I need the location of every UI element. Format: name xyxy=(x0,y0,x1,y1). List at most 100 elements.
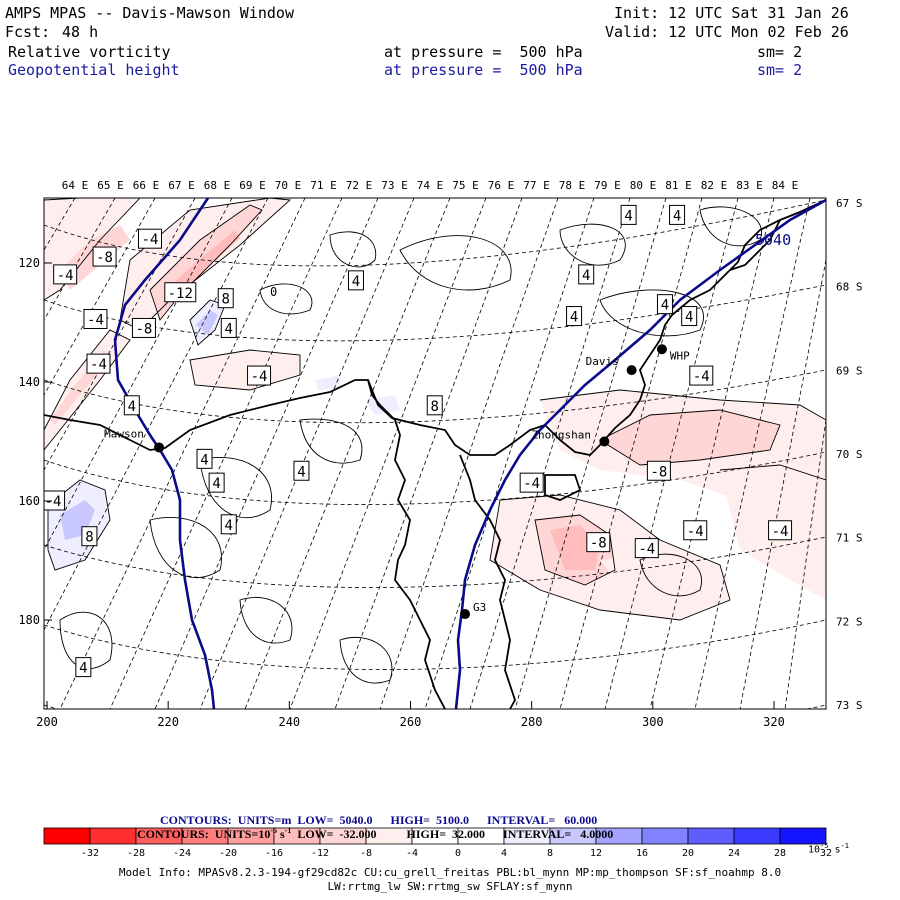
longitude-label: 82 E xyxy=(701,179,728,192)
smoothing-height: sm= 2 xyxy=(757,61,803,79)
vorticity-label: 8 xyxy=(431,399,439,415)
y-tick-label: 140 xyxy=(18,375,40,389)
colorbar: -32 -28 -24 -20 -16 -12 -8 -4 0 4 8 12 16 20 24 28 32 xyxy=(43,827,832,859)
vorticity-contour-info: CONTOURS: UNITS=10-5 s-1 LOW= -32.000 HI… xyxy=(131,811,613,842)
vorticity-label-box xyxy=(196,448,213,469)
vorticity-low: LOW= -32.000 xyxy=(297,827,377,841)
longitude-label: 84 E xyxy=(772,179,799,192)
field-height: Geopotential height xyxy=(8,61,180,79)
vorticity-label: -4 xyxy=(90,357,107,373)
vorticity-label: 8 xyxy=(222,292,230,308)
longitude-label: 76 E xyxy=(488,179,515,192)
colorbar-label: 32 xyxy=(820,848,832,859)
vorticity-label-box xyxy=(83,309,108,330)
x-tick-label: 200 xyxy=(36,715,58,729)
height-interval: INTERVAL= 60.000 xyxy=(487,813,598,827)
longitude-label: 64 E xyxy=(62,179,89,192)
vorticity-label-box xyxy=(578,264,595,285)
colorbar-label: -24 xyxy=(173,848,191,859)
vorticity-label: 4 xyxy=(685,310,693,326)
vorticity-label-box xyxy=(86,353,111,374)
vorticity-label-box xyxy=(75,657,92,678)
x-tick-label: 240 xyxy=(278,715,300,729)
vorticity-label: -4 xyxy=(251,369,268,385)
height-contours-label: CONTOURS: xyxy=(160,813,232,827)
plot-frame xyxy=(43,197,827,710)
x-tick-label: 260 xyxy=(400,715,422,729)
height-units: UNITS=m xyxy=(237,813,292,827)
colorbar-label: 28 xyxy=(774,848,786,859)
field-vorticity: Relative vorticity xyxy=(8,43,171,61)
vorticity-label: 4 xyxy=(128,399,136,415)
latitude-label: 70 S xyxy=(836,448,863,461)
vorticity-label: -8 xyxy=(96,250,113,266)
vorticity-label: 4 xyxy=(582,268,590,284)
y-tick-label: 180 xyxy=(18,613,40,627)
colorbar-label: 16 xyxy=(636,848,648,859)
longitude-label: 65 E xyxy=(97,179,124,192)
colorbar-label: -4 xyxy=(406,848,418,859)
colorbar-label: 8 xyxy=(547,848,553,859)
latitude-label: 73 S xyxy=(836,699,863,712)
vorticity-zero-label: 0 xyxy=(270,285,277,299)
colorbar-swatch xyxy=(687,827,735,845)
colorbar-label: -28 xyxy=(127,848,145,859)
vorticity-label: -12 xyxy=(168,286,193,302)
vorticity-label-box xyxy=(81,526,98,547)
station-marker xyxy=(599,436,610,447)
map-title: AMPS MPAS -- Davis-Mawson Window xyxy=(5,4,294,22)
longitude-label: 73 E xyxy=(381,179,408,192)
colorbar-swatch xyxy=(89,827,137,845)
longitude-labels: 64 E 65 E 66 E 67 E 68 E 69 E 70 E 71 E 72 E 73 E… xyxy=(62,179,799,192)
vorticity-label-box xyxy=(586,532,611,553)
vorticity-high: HIGH= 32.000 xyxy=(406,827,486,841)
vorticity-label: 4 xyxy=(79,661,87,677)
vorticity-label: -4 xyxy=(693,369,710,385)
vorticity-label: 4 xyxy=(297,464,305,480)
vorticity-label: -4 xyxy=(57,268,74,284)
station-label: WHP xyxy=(670,349,690,362)
vorticity-label-box xyxy=(44,490,66,511)
vorticity-label-box xyxy=(131,317,156,338)
colorbar-label: -32 xyxy=(81,848,99,859)
longitude-label: 79 E xyxy=(594,179,621,192)
station-marker xyxy=(656,344,667,355)
vorticity-label-box xyxy=(92,246,117,267)
longitude-label: 81 E xyxy=(665,179,692,192)
latitude-label: 68 S xyxy=(836,281,863,294)
vorticity-label: 4 xyxy=(212,476,220,492)
height-contour-label: 5040 xyxy=(755,231,791,249)
colorbar-swatch xyxy=(733,827,781,845)
colorbar-swatch xyxy=(641,827,689,845)
vorticity-label: -4 xyxy=(638,542,655,558)
vorticity-label: 8 xyxy=(85,530,93,546)
station-label: Davis xyxy=(586,355,619,368)
vorticity-label-box xyxy=(220,317,237,338)
vorticity-label: 4 xyxy=(200,452,208,468)
colorbar-label: -12 xyxy=(311,848,329,859)
station-marker xyxy=(460,609,471,620)
map-plot-area: Mawson Davis WHP Zhongshan G3 -4 -8 -4 -12 8 -4 -8… xyxy=(44,198,826,709)
latitude-label: 71 S xyxy=(836,532,863,545)
latitude-label: 72 S xyxy=(836,615,863,628)
vorticity-label: -4 xyxy=(687,524,704,540)
vorticity-label: -4 xyxy=(45,494,62,510)
x-tick-label: 280 xyxy=(521,715,543,729)
smoothing-vorticity: sm= 2 xyxy=(757,43,803,61)
pressure-vorticity: at pressure = 500 hPa xyxy=(384,43,583,61)
colorbar-label: 12 xyxy=(590,848,602,859)
vorticity-label-box xyxy=(53,264,78,285)
y-tick-label: 160 xyxy=(18,494,40,508)
vorticity-label: 4 xyxy=(225,321,233,337)
vorticity-label: 4 xyxy=(225,518,233,534)
vorticity-label-box xyxy=(689,365,714,386)
vorticity-label-box xyxy=(208,472,225,493)
station-markers: Mawson Davis WHP Zhongshan G3 xyxy=(104,344,690,620)
init-time: Init: 12 UTC Sat 31 Jan 26 xyxy=(614,4,849,22)
vorticity-label: -4 xyxy=(523,476,540,492)
vorticity-label-box xyxy=(669,204,686,225)
model-info-line2: LW:rrtmg_lw SW:rrtmg_sw SFLAY:sf_mynn xyxy=(327,880,573,893)
station-label: G3 xyxy=(473,601,486,614)
x-tick-label: 320 xyxy=(763,715,785,729)
